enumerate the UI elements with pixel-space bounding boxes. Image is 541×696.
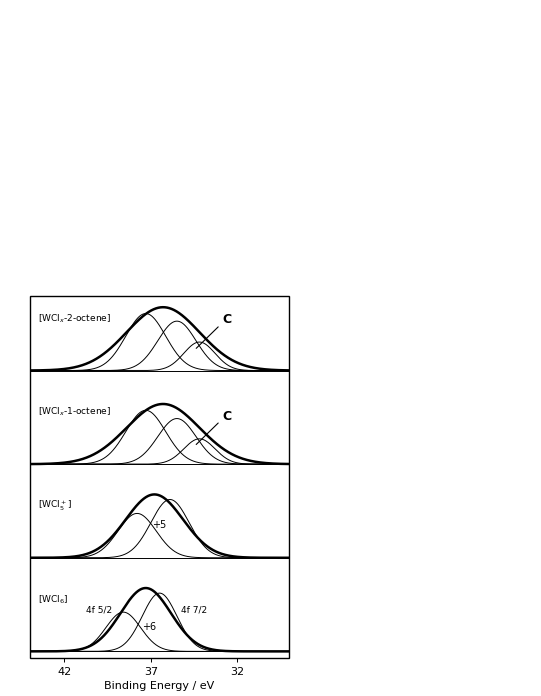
Text: +5: +5 <box>153 520 167 530</box>
X-axis label: Binding Energy / eV: Binding Energy / eV <box>104 681 215 691</box>
Text: [WCl$_x$-2-octene]: [WCl$_x$-2-octene] <box>37 313 110 325</box>
Text: +6: +6 <box>142 622 156 632</box>
Text: [WCl$_x$-1-octene]: [WCl$_x$-1-octene] <box>37 406 110 418</box>
Text: [WCl$_6$]: [WCl$_6$] <box>37 593 68 606</box>
Text: $\mathbf{C}$: $\mathbf{C}$ <box>222 313 232 326</box>
Text: $\mathbf{C}$: $\mathbf{C}$ <box>222 410 232 423</box>
Text: 4f 5/2: 4f 5/2 <box>86 605 112 614</box>
Text: [WCl$_5^+$]: [WCl$_5^+$] <box>37 498 71 513</box>
Text: 4f 7/2: 4f 7/2 <box>181 605 207 614</box>
